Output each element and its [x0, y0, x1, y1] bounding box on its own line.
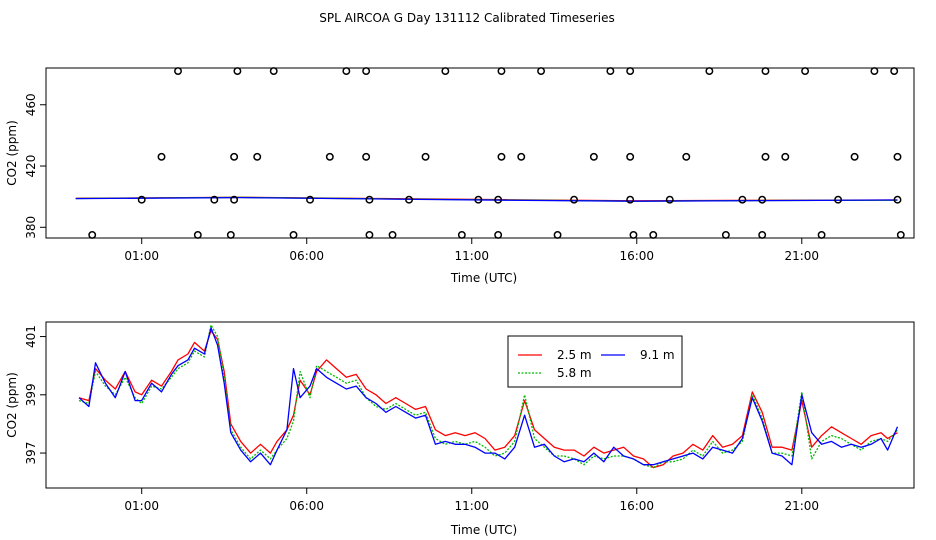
p1-data-point: [738, 195, 747, 204]
p1-data-point: [365, 195, 374, 204]
p1-data-point: [761, 67, 770, 76]
top-plot-frame: [45, 67, 915, 239]
p1-data-point: [342, 67, 351, 76]
p1-data-point: [253, 152, 262, 161]
p2-x-tick-label: 21:00: [784, 499, 819, 513]
p1-data-point: [589, 152, 598, 161]
p1-y-tick-label: 380: [24, 216, 38, 239]
p1-data-point: [629, 230, 638, 239]
p1-data-point: [230, 195, 239, 204]
p1-x-tick-label: 01:00: [124, 249, 159, 263]
p1-data-point: [626, 152, 635, 161]
p1-data-point: [758, 195, 767, 204]
p1-data-point: [870, 67, 879, 76]
p1-data-point: [365, 230, 374, 239]
p1-data-point: [88, 230, 97, 239]
legend-label-5-8m: 5.8 m: [557, 366, 592, 380]
p1-data-point: [441, 67, 450, 76]
p1-y-tick-label: 460: [24, 93, 38, 116]
p1-data-point: [537, 67, 546, 76]
p1-data-point: [230, 152, 239, 161]
top-panel: 01:00 06:00 11:00 16:00 21:00 380 420 460 Time …: [5, 67, 915, 285]
figure-title: SPL AIRCOA G Day 131112 Calibrated Times…: [319, 11, 614, 25]
p1-data-point: [157, 152, 166, 161]
bottom-y-axis-label: CO2 (ppm): [5, 372, 19, 438]
bottom-plot-frame: [45, 321, 915, 489]
p1-data-point: [421, 152, 430, 161]
p1-data-point: [665, 195, 674, 204]
p1-data-point: [226, 230, 235, 239]
p1-data-point: [606, 67, 615, 76]
p2-y-tick-label: 401: [24, 325, 38, 348]
p2-series-line-9-1-m: [78, 327, 899, 466]
p1-data-point: [362, 67, 371, 76]
p1-data-point: [682, 152, 691, 161]
p1-x-tick-label: 21:00: [784, 249, 819, 263]
p1-data-point: [721, 230, 730, 239]
p1-data-point: [781, 152, 790, 161]
p1-y-tick-label: 420: [24, 155, 38, 178]
p2-series-line-2-5-m: [78, 330, 898, 469]
top-x-axis-label: Time (UTC): [450, 271, 517, 285]
p1-x-tick-label: 16:00: [619, 249, 654, 263]
bottom-x-axis-label: Time (UTC): [450, 523, 517, 537]
p2-series-line-5-8-m: [78, 324, 898, 469]
p1-data-point: [494, 195, 503, 204]
p1-data-point: [570, 195, 579, 204]
p1-data-point: [893, 195, 902, 204]
p2-y-tick-label: 399: [24, 383, 38, 406]
top-y-axis-label: CO2 (ppm): [5, 120, 19, 186]
legend-label-2-5m: 2.5 m: [557, 348, 592, 362]
p2-x-tick-label: 11:00: [454, 499, 489, 513]
p1-data-point: [758, 230, 767, 239]
p1-series-line-9-1-m: [75, 196, 898, 202]
p1-data-point: [850, 152, 859, 161]
p1-data-point: [193, 230, 202, 239]
p2-x-tick-label: 01:00: [124, 499, 159, 513]
p1-data-point: [289, 230, 298, 239]
p1-data-point: [210, 195, 219, 204]
p1-data-point: [890, 67, 899, 76]
p1-data-point: [388, 230, 397, 239]
p2-x-tick-label: 16:00: [619, 499, 654, 513]
p1-data-point: [817, 230, 826, 239]
legend: 2.5 m 5.8 m 9.1 m: [507, 335, 683, 388]
p1-data-point: [896, 230, 905, 239]
p2-y-tick-label: 397: [24, 442, 38, 465]
p1-data-point: [649, 230, 658, 239]
p1-data-point: [761, 152, 770, 161]
p1-data-point: [626, 67, 635, 76]
p1-x-tick-label: 11:00: [454, 249, 489, 263]
p1-data-point: [457, 230, 466, 239]
p1-data-point: [306, 195, 314, 204]
p1-data-point: [269, 67, 278, 76]
p1-data-point: [834, 195, 843, 204]
p1-data-point: [497, 152, 506, 161]
p1-data-point: [494, 230, 503, 239]
p2-x-tick-label: 06:00: [289, 499, 324, 513]
legend-label-9-1m: 9.1 m: [640, 348, 675, 362]
p1-data-point: [325, 152, 334, 161]
p1-data-point: [137, 195, 146, 204]
p1-data-point: [801, 67, 810, 76]
p1-data-point: [553, 230, 562, 239]
p1-x-tick-label: 06:00: [289, 249, 324, 263]
p1-data-point: [517, 152, 526, 161]
p1-data-point: [233, 67, 242, 76]
p1-data-point: [705, 67, 714, 76]
p1-data-point: [405, 195, 413, 204]
p1-data-point: [474, 195, 483, 204]
p1-data-point: [362, 152, 371, 161]
p1-data-point: [174, 67, 182, 76]
p1-data-point: [893, 152, 902, 161]
p1-data-point: [497, 67, 506, 76]
legend-box: [507, 335, 683, 388]
p1-data-point: [626, 195, 635, 204]
bottom-panel: 01:00 06:00 11:00 16:00 21:00 397 399 401 Time …: [5, 321, 915, 537]
